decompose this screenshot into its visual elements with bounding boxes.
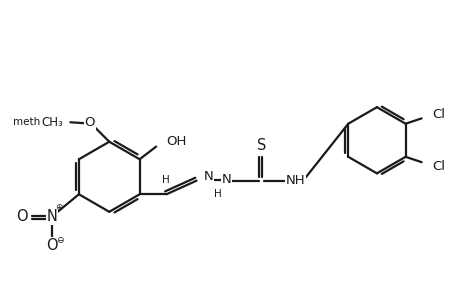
Text: ⊖: ⊖ [56,236,63,245]
Text: Cl: Cl [431,108,444,121]
Text: CH₃: CH₃ [41,116,63,129]
Text: H: H [213,189,221,200]
Text: methoxy: methoxy [13,117,58,127]
Text: H: H [161,175,169,184]
Text: ⊕: ⊕ [55,203,62,212]
Text: O: O [16,209,28,224]
Text: O: O [84,116,95,129]
Text: O: O [46,238,58,253]
Text: OH: OH [166,135,186,148]
Text: S: S [257,138,266,153]
Text: NH: NH [285,174,305,187]
Text: N: N [47,209,57,224]
Text: N: N [203,170,213,183]
Text: Cl: Cl [431,160,444,172]
Text: N: N [221,173,231,186]
